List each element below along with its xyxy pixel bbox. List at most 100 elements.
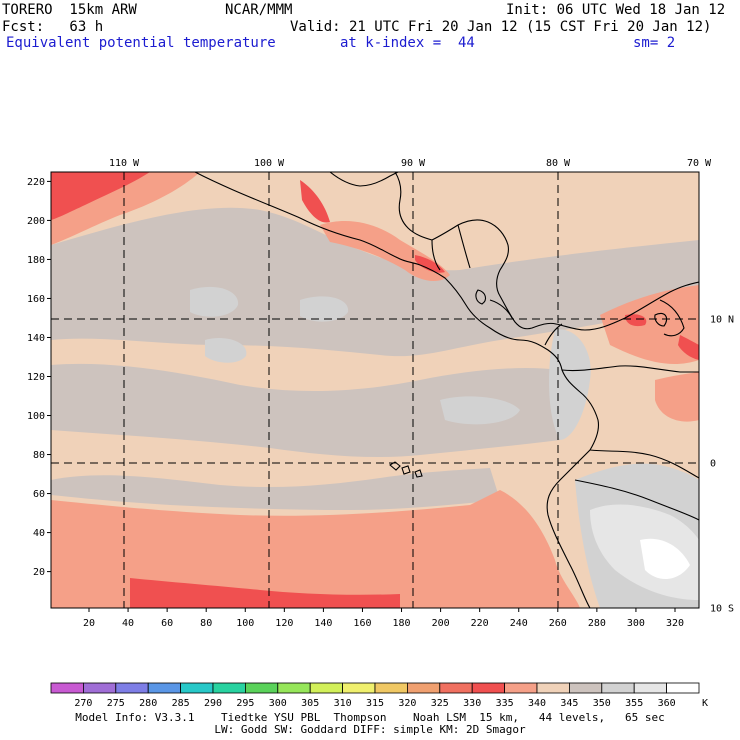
bottom-tick-label: 160 <box>353 618 371 629</box>
left-tick-label: 40 <box>33 528 45 539</box>
border-peru <box>574 479 699 521</box>
border-honduras <box>457 224 471 269</box>
field-band-345-central <box>51 363 560 458</box>
field-red-southern-band <box>130 578 400 608</box>
field-patch-350-b <box>300 296 349 322</box>
lat-label: 10 N <box>710 315 734 326</box>
left-tick-label: 140 <box>27 333 45 344</box>
init-time: Init: 06 UTC Wed 18 Jan 12 <box>506 2 726 18</box>
bottom-tick-label: 220 <box>471 618 489 629</box>
bottom-tick-label: 40 <box>122 618 134 629</box>
field-patch-350-c <box>205 337 247 363</box>
colorbar-swatch <box>147 682 181 694</box>
colorbar-swatch <box>374 682 408 694</box>
field-red-colombia <box>678 335 699 360</box>
center-name: NCAR/MMM <box>225 2 293 18</box>
colorbar-swatch <box>536 682 570 694</box>
right-latitude-labels: 10 N 0 10 S <box>710 315 734 615</box>
bottom-tick-label: 320 <box>666 618 684 629</box>
colorbar-label: 360 <box>658 698 676 709</box>
bottom-tick-label: 80 <box>200 618 212 629</box>
bottom-tick-label: 240 <box>510 618 528 629</box>
lake-nicaragua <box>475 289 487 305</box>
field-patch-350-andes-north <box>548 329 591 440</box>
colorbar-unit: K <box>702 698 708 709</box>
bottom-tick-label: 200 <box>432 618 450 629</box>
field-red-mexico <box>300 180 330 223</box>
border-guatemala <box>431 239 441 271</box>
graticule <box>51 172 699 608</box>
colorbar-label: 325 <box>431 698 449 709</box>
theta-e-field <box>51 172 699 608</box>
bottom-tick-label: 60 <box>161 618 173 629</box>
lon-label: 90 W <box>401 158 426 169</box>
border-panama <box>544 323 563 346</box>
bottom-tick-label: 180 <box>393 618 411 629</box>
lat-label: 10 S <box>710 604 734 615</box>
colorbar-label: 270 <box>74 698 92 709</box>
colorbar-swatch <box>406 682 441 694</box>
model-info-line2: LW: Godd SW: Goddard DIFF: simple KM: 2D… <box>214 723 526 736</box>
forecast-hour: Fcst: 63 h <box>2 19 104 35</box>
field-band-345-south <box>51 468 500 510</box>
colorbar-label: 275 <box>107 698 125 709</box>
colorbar-swatch <box>309 682 344 694</box>
colorbar-swatch <box>83 682 117 694</box>
model-info-line1: Model Info: V3.3.1 Tiedtke YSU PBL Thomp… <box>75 711 665 724</box>
left-tick-label: 180 <box>27 255 45 266</box>
field-region-335-south <box>51 490 580 608</box>
colorbar-swatch <box>212 682 246 694</box>
bottom-tick-label: 120 <box>275 618 293 629</box>
left-tick-label: 220 <box>27 177 45 188</box>
colorbar-swatch <box>50 682 84 694</box>
colorbar-label: 290 <box>204 698 222 709</box>
colorbar-swatch <box>115 682 149 694</box>
smoothing-info: sm= 2 <box>633 35 676 51</box>
bottom-grid-ticks: 20 40 60 80 100 120 140 160 180 200 220 240 260 280 30… <box>83 608 684 629</box>
lon-label: 70 W <box>687 158 712 169</box>
left-tick-label: 120 <box>27 372 45 383</box>
left-tick-label: 160 <box>27 294 45 305</box>
model-title: TORERO 15km ARW <box>2 2 137 18</box>
border-colombia <box>561 365 699 373</box>
colorbar-label: 335 <box>496 698 514 709</box>
field-region-335-venezuela <box>655 372 699 422</box>
field-patch-350-d <box>440 396 520 425</box>
valid-time: Valid: 21 UTC Fri 20 Jan 12 (15 CST Fri … <box>290 19 712 35</box>
lat-label: 0 <box>710 459 716 470</box>
colorbar-label: 340 <box>528 698 546 709</box>
field-andes-white <box>640 538 690 580</box>
left-tick-label: 60 <box>33 489 45 500</box>
coast-venezuela <box>659 299 685 337</box>
gulf-coastline <box>329 172 399 187</box>
border-ecuador <box>589 449 699 479</box>
colorbar-label: 355 <box>625 698 643 709</box>
field-red-honduras <box>415 255 445 273</box>
colorbar-label: 280 <box>139 698 157 709</box>
colorbar-swatch <box>180 682 214 694</box>
colorbar-swatch <box>666 682 700 694</box>
field-red-northwest <box>51 172 150 220</box>
colorbar-label: 300 <box>269 698 287 709</box>
left-tick-label: 80 <box>33 450 45 461</box>
colorbar-swatch <box>244 682 279 694</box>
border-nicaragua <box>489 299 513 319</box>
colorbar-label: 320 <box>398 698 416 709</box>
top-longitude-labels: 110 W 100 W 90 W 80 W 70 W <box>109 158 712 176</box>
field-name: Equivalent potential temperature <box>6 35 276 51</box>
bottom-tick-label: 300 <box>627 618 645 629</box>
colorbar-swatch <box>633 682 668 694</box>
level-info: at k-index = 44 <box>340 35 475 51</box>
colorbar-swatch <box>471 682 506 694</box>
colorbar-swatch <box>342 682 376 694</box>
lon-label: 110 W <box>109 158 140 169</box>
colorbar-label: 310 <box>334 698 352 709</box>
colorbar: 270 275 280 285 290 295 300 305 310 315 320 325 330 3… <box>50 682 708 709</box>
colorbar-label: 295 <box>236 698 254 709</box>
colorbar-swatch <box>601 682 635 694</box>
lon-label: 80 W <box>546 158 571 169</box>
map-frame <box>50 171 700 609</box>
bottom-tick-label: 100 <box>236 618 254 629</box>
field-red-caribbean <box>625 314 647 327</box>
coastlines <box>194 172 699 608</box>
